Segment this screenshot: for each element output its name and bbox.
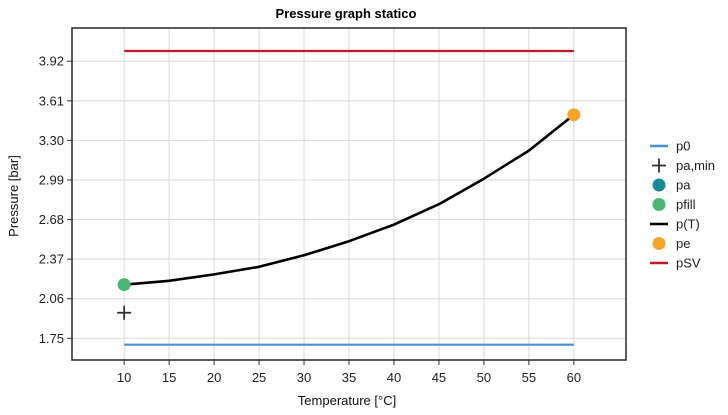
- series-pfill-point: [117, 278, 131, 292]
- legend-label-pe: pe: [676, 236, 690, 251]
- x-tick-label: 30: [297, 370, 311, 385]
- y-tick-label: 3.61: [39, 93, 64, 108]
- legend-label-pfill: pfill: [676, 197, 696, 212]
- y-tick-label: 3.30: [39, 133, 64, 148]
- legend-item-pfill: pfill: [652, 197, 696, 212]
- legend-swatch-pa: [652, 178, 666, 192]
- x-tick-label: 15: [162, 370, 176, 385]
- series-layer: [117, 49, 581, 346]
- legend-label-pa_min: pa,min: [676, 158, 715, 173]
- series-p-t-line: [124, 113, 575, 286]
- legend-swatch-pe: [652, 237, 666, 250]
- x-axis-ticks: 10 15 20 25 30 35 40 45 50 55 60: [117, 360, 581, 385]
- x-tick-label: 10: [117, 370, 131, 385]
- series-pe-point: [567, 108, 581, 122]
- grid-lines: [72, 28, 626, 360]
- legend-item-pa: pa: [652, 178, 691, 193]
- x-axis-title: Temperature [°C]: [298, 393, 396, 408]
- y-axis-title: Pressure [bar]: [6, 155, 21, 237]
- y-tick-label: 3.92: [39, 54, 64, 69]
- x-tick-label: 45: [432, 370, 446, 385]
- chart-title: Pressure graph statico: [276, 6, 417, 21]
- x-tick-label: 40: [387, 370, 401, 385]
- series-pa-min-point: [117, 305, 132, 320]
- plot-border: [71, 27, 627, 361]
- legend-item-pe: pe: [652, 236, 690, 251]
- legend-label-pSV: pSV: [676, 256, 701, 271]
- legend-label-pT: p(T): [676, 217, 700, 232]
- y-tick-label: 2.68: [39, 212, 64, 227]
- y-tick-label: 2.37: [39, 252, 64, 267]
- legend-swatch-pfill: [652, 198, 666, 211]
- y-axis-ticks: 1.75 2.06 2.37 2.68 2.99 3.30 3.61 3.92: [39, 54, 72, 346]
- x-tick-label: 55: [522, 370, 536, 385]
- x-tick-label: 35: [342, 370, 356, 385]
- legend-item-p0: p0: [650, 139, 690, 154]
- x-tick-label: 50: [477, 370, 491, 385]
- x-tick-label: 20: [207, 370, 221, 385]
- legend-label-p0: p0: [676, 139, 690, 154]
- y-tick-label: 1.75: [39, 331, 64, 346]
- y-tick-label: 2.99: [39, 172, 64, 187]
- x-tick-label: 60: [567, 370, 581, 385]
- legend-label-pa: pa: [676, 178, 691, 193]
- legend-item-pa_min: pa,min: [652, 158, 715, 173]
- legend: p0 pa,min pa pfill p(T) pe pSV: [650, 139, 715, 271]
- x-tick-label: 25: [252, 370, 266, 385]
- legend-item-pSV: pSV: [650, 256, 701, 271]
- legend-item-pT: p(T): [650, 217, 700, 232]
- y-tick-label: 2.06: [39, 291, 64, 306]
- legend-swatch-pa_min: [652, 158, 666, 173]
